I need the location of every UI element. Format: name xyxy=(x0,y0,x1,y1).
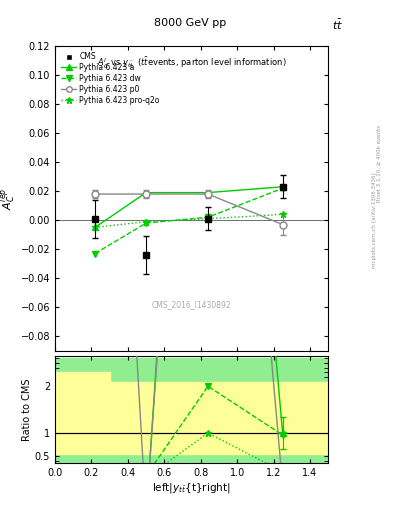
X-axis label: left|$y_{t\bar{t}}${t}right|: left|$y_{t\bar{t}}${t}right| xyxy=(152,481,231,495)
Y-axis label: Ratio to CMS: Ratio to CMS xyxy=(22,378,32,441)
Text: CMS_2016_I1430892: CMS_2016_I1430892 xyxy=(152,301,231,310)
Text: 8000 GeV pp: 8000 GeV pp xyxy=(154,18,227,28)
Text: $A_C^l$ vs $y_{t\bar{t}}$  ($t\bar{t}$events, parton level information): $A_C^l$ vs $y_{t\bar{t}}$ ($t\bar{t}$eve… xyxy=(97,55,286,71)
Text: $t\bar{t}$: $t\bar{t}$ xyxy=(332,18,343,32)
Text: Rivet 3.1.10, ≥ 400k events: Rivet 3.1.10, ≥ 400k events xyxy=(377,125,382,202)
Y-axis label: $A_C^{lep}$: $A_C^{lep}$ xyxy=(0,187,18,209)
Text: mcplots.cern.ch [arXiv:1306.3436]: mcplots.cern.ch [arXiv:1306.3436] xyxy=(372,173,376,268)
Legend: CMS, Pythia 6.423 a, Pythia 6.423 dw, Pythia 6.423 p0, Pythia 6.423 pro-q2o: CMS, Pythia 6.423 a, Pythia 6.423 dw, Py… xyxy=(59,50,162,107)
